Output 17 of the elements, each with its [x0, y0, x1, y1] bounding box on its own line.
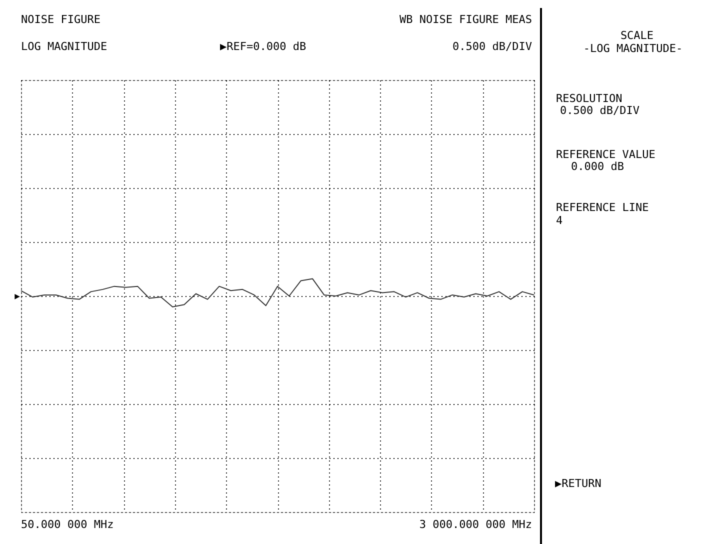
text: ▶RETURN [555, 477, 602, 490]
text: ▶ [14, 292, 21, 302]
text: REFERENCE LINE [556, 201, 649, 214]
text: 4 [556, 214, 563, 227]
text: 50.000 000 MHz [21, 518, 114, 531]
text: REFERENCE VALUE [556, 148, 656, 161]
text: RESOLUTION [556, 92, 622, 105]
chart-title: NOISE FIGURE [21, 13, 100, 26]
text: 0.000 dB [571, 160, 624, 173]
text: 3 000.000 000 MHz [419, 518, 532, 531]
text: 0.500 dB/DIV [560, 104, 640, 117]
text: LOG MAGNITUDE [21, 40, 108, 53]
text: -LOG MAGNITUDE- [583, 42, 683, 55]
chart-subtitle: WB NOISE FIGURE MEAS [400, 13, 532, 26]
text: ▶REF=0.000 dB [220, 40, 306, 53]
text: SCALE [620, 29, 654, 42]
text: 0.500 dB/DIV [452, 40, 532, 53]
